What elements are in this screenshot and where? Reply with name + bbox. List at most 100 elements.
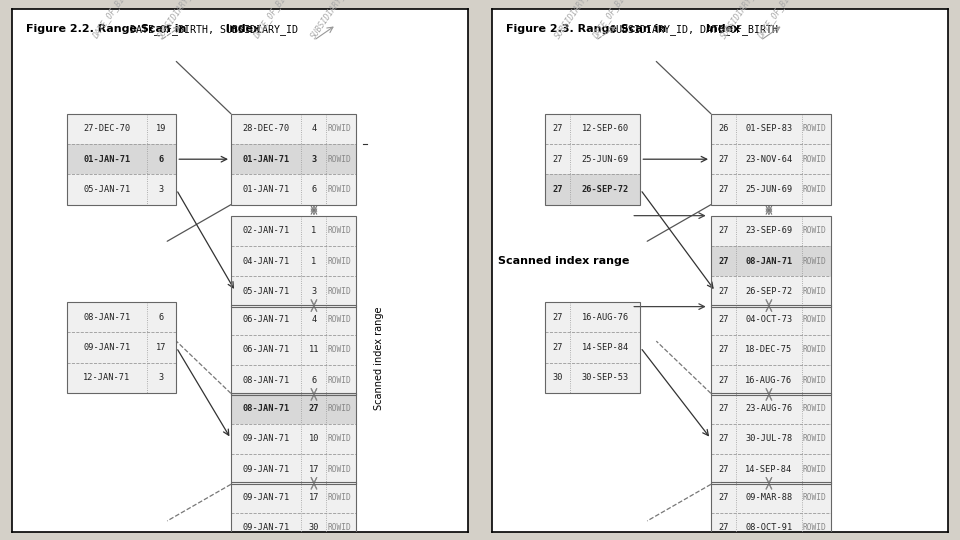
Text: ROWID: ROWID bbox=[803, 154, 827, 164]
Text: 01-JAN-71: 01-JAN-71 bbox=[243, 185, 290, 194]
Text: 12-JAN-71: 12-JAN-71 bbox=[84, 373, 131, 382]
Text: Index: Index bbox=[702, 24, 740, 34]
Text: 02-JAN-71: 02-JAN-71 bbox=[243, 226, 290, 235]
Bar bbox=[67, 302, 177, 393]
Text: ROWID: ROWID bbox=[327, 523, 351, 532]
Text: 6: 6 bbox=[159, 154, 164, 164]
Text: 27: 27 bbox=[718, 346, 729, 354]
Bar bbox=[545, 302, 640, 393]
Text: Scanned index range: Scanned index range bbox=[374, 307, 384, 410]
Bar bbox=[711, 482, 831, 540]
Bar bbox=[711, 246, 831, 276]
Text: 27: 27 bbox=[718, 404, 729, 413]
Text: ROWID: ROWID bbox=[803, 124, 827, 133]
Text: 09-JAN-71: 09-JAN-71 bbox=[243, 465, 290, 474]
Text: 3: 3 bbox=[159, 185, 164, 194]
Text: 09-MAR-88: 09-MAR-88 bbox=[745, 493, 793, 502]
Text: 27: 27 bbox=[718, 376, 729, 385]
Text: 09-JAN-71: 09-JAN-71 bbox=[243, 434, 290, 443]
Text: 27: 27 bbox=[309, 404, 319, 413]
Bar bbox=[67, 114, 177, 205]
Bar bbox=[231, 114, 356, 205]
Text: 09-JAN-71: 09-JAN-71 bbox=[84, 343, 131, 352]
Bar bbox=[231, 393, 356, 484]
Text: 27: 27 bbox=[552, 343, 563, 352]
Text: 08-JAN-71: 08-JAN-71 bbox=[243, 404, 290, 413]
Text: ROWID: ROWID bbox=[327, 434, 351, 443]
Text: ROWID: ROWID bbox=[327, 465, 351, 474]
Text: 05-JAN-71: 05-JAN-71 bbox=[243, 287, 290, 296]
Text: 08-JAN-71: 08-JAN-71 bbox=[745, 256, 793, 266]
Text: 3: 3 bbox=[159, 373, 164, 382]
Bar bbox=[711, 305, 831, 395]
Text: 08-JAN-71: 08-JAN-71 bbox=[243, 376, 290, 385]
Text: Index: Index bbox=[222, 24, 260, 34]
Text: ROWID: ROWID bbox=[803, 523, 827, 532]
Text: ROWID: ROWID bbox=[327, 493, 351, 502]
Text: ROWID: ROWID bbox=[327, 154, 351, 164]
Text: ROWID: ROWID bbox=[803, 287, 827, 296]
Bar bbox=[711, 305, 831, 395]
Text: DATE_OF_BIRTH: DATE_OF_BIRTH bbox=[252, 0, 296, 40]
Text: 17: 17 bbox=[309, 465, 319, 474]
Text: 28-DEC-70: 28-DEC-70 bbox=[243, 124, 290, 133]
Bar bbox=[67, 114, 177, 205]
Text: ROWID: ROWID bbox=[327, 256, 351, 266]
Text: 16-AUG-76: 16-AUG-76 bbox=[745, 376, 793, 385]
Bar bbox=[231, 215, 356, 307]
Text: 27: 27 bbox=[552, 154, 563, 164]
Bar bbox=[545, 114, 640, 205]
Text: 27: 27 bbox=[718, 493, 729, 502]
Text: 27: 27 bbox=[718, 465, 729, 474]
Text: 23-NOV-64: 23-NOV-64 bbox=[745, 154, 793, 164]
Text: 27-DEC-70: 27-DEC-70 bbox=[84, 124, 131, 133]
Text: Figure 2.3. Range Scan in: Figure 2.3. Range Scan in bbox=[506, 24, 670, 34]
Text: ROWID: ROWID bbox=[803, 346, 827, 354]
Text: 16-AUG-76: 16-AUG-76 bbox=[582, 313, 629, 321]
Bar bbox=[67, 302, 177, 393]
Text: 27: 27 bbox=[718, 523, 729, 532]
Text: DATE_OF_BIRTH: DATE_OF_BIRTH bbox=[591, 0, 635, 40]
Text: 26: 26 bbox=[718, 124, 729, 133]
Bar bbox=[711, 393, 831, 484]
Text: 27: 27 bbox=[718, 434, 729, 443]
Text: 18-DEC-75: 18-DEC-75 bbox=[745, 346, 793, 354]
Text: ROWID: ROWID bbox=[803, 465, 827, 474]
Text: ROWID: ROWID bbox=[327, 346, 351, 354]
Text: 23-SEP-69: 23-SEP-69 bbox=[745, 226, 793, 235]
Text: 06-JAN-71: 06-JAN-71 bbox=[243, 346, 290, 354]
Text: SUBSIDIARY_ID, DATE_OF_BIRTH: SUBSIDIARY_ID, DATE_OF_BIRTH bbox=[611, 24, 779, 35]
Text: ROWID: ROWID bbox=[327, 185, 351, 194]
Text: 4: 4 bbox=[311, 315, 317, 324]
Text: 08-OCT-91: 08-OCT-91 bbox=[745, 523, 793, 532]
Bar bbox=[711, 215, 831, 307]
Text: 6: 6 bbox=[311, 185, 317, 194]
Text: 1: 1 bbox=[311, 226, 317, 235]
Bar bbox=[231, 482, 356, 540]
Text: 14-SEP-84: 14-SEP-84 bbox=[745, 465, 793, 474]
Text: ROWID: ROWID bbox=[803, 185, 827, 194]
Text: 27: 27 bbox=[718, 315, 729, 324]
Text: ROWID: ROWID bbox=[803, 315, 827, 324]
Text: 26-SEP-72: 26-SEP-72 bbox=[582, 185, 629, 194]
Text: 14-SEP-84: 14-SEP-84 bbox=[582, 343, 629, 352]
Bar bbox=[231, 144, 356, 174]
Text: ROWID: ROWID bbox=[803, 404, 827, 413]
Bar bbox=[231, 305, 356, 395]
Text: 27: 27 bbox=[718, 287, 729, 296]
Text: ROWID: ROWID bbox=[803, 434, 827, 443]
Text: 17: 17 bbox=[309, 493, 319, 502]
Text: 19: 19 bbox=[156, 124, 167, 133]
Text: DATE_OF_BIRTH: DATE_OF_BIRTH bbox=[91, 0, 134, 40]
Text: 27: 27 bbox=[552, 185, 563, 194]
Text: 27: 27 bbox=[718, 226, 729, 235]
Text: 05-JAN-71: 05-JAN-71 bbox=[84, 185, 131, 194]
Text: 30-SEP-53: 30-SEP-53 bbox=[582, 373, 629, 382]
Text: 27: 27 bbox=[552, 313, 563, 321]
Text: 01-SEP-83: 01-SEP-83 bbox=[745, 124, 793, 133]
Text: 17: 17 bbox=[156, 343, 167, 352]
Bar bbox=[231, 305, 356, 395]
Text: 3: 3 bbox=[311, 154, 317, 164]
Text: 10: 10 bbox=[309, 434, 319, 443]
Bar bbox=[67, 144, 177, 174]
